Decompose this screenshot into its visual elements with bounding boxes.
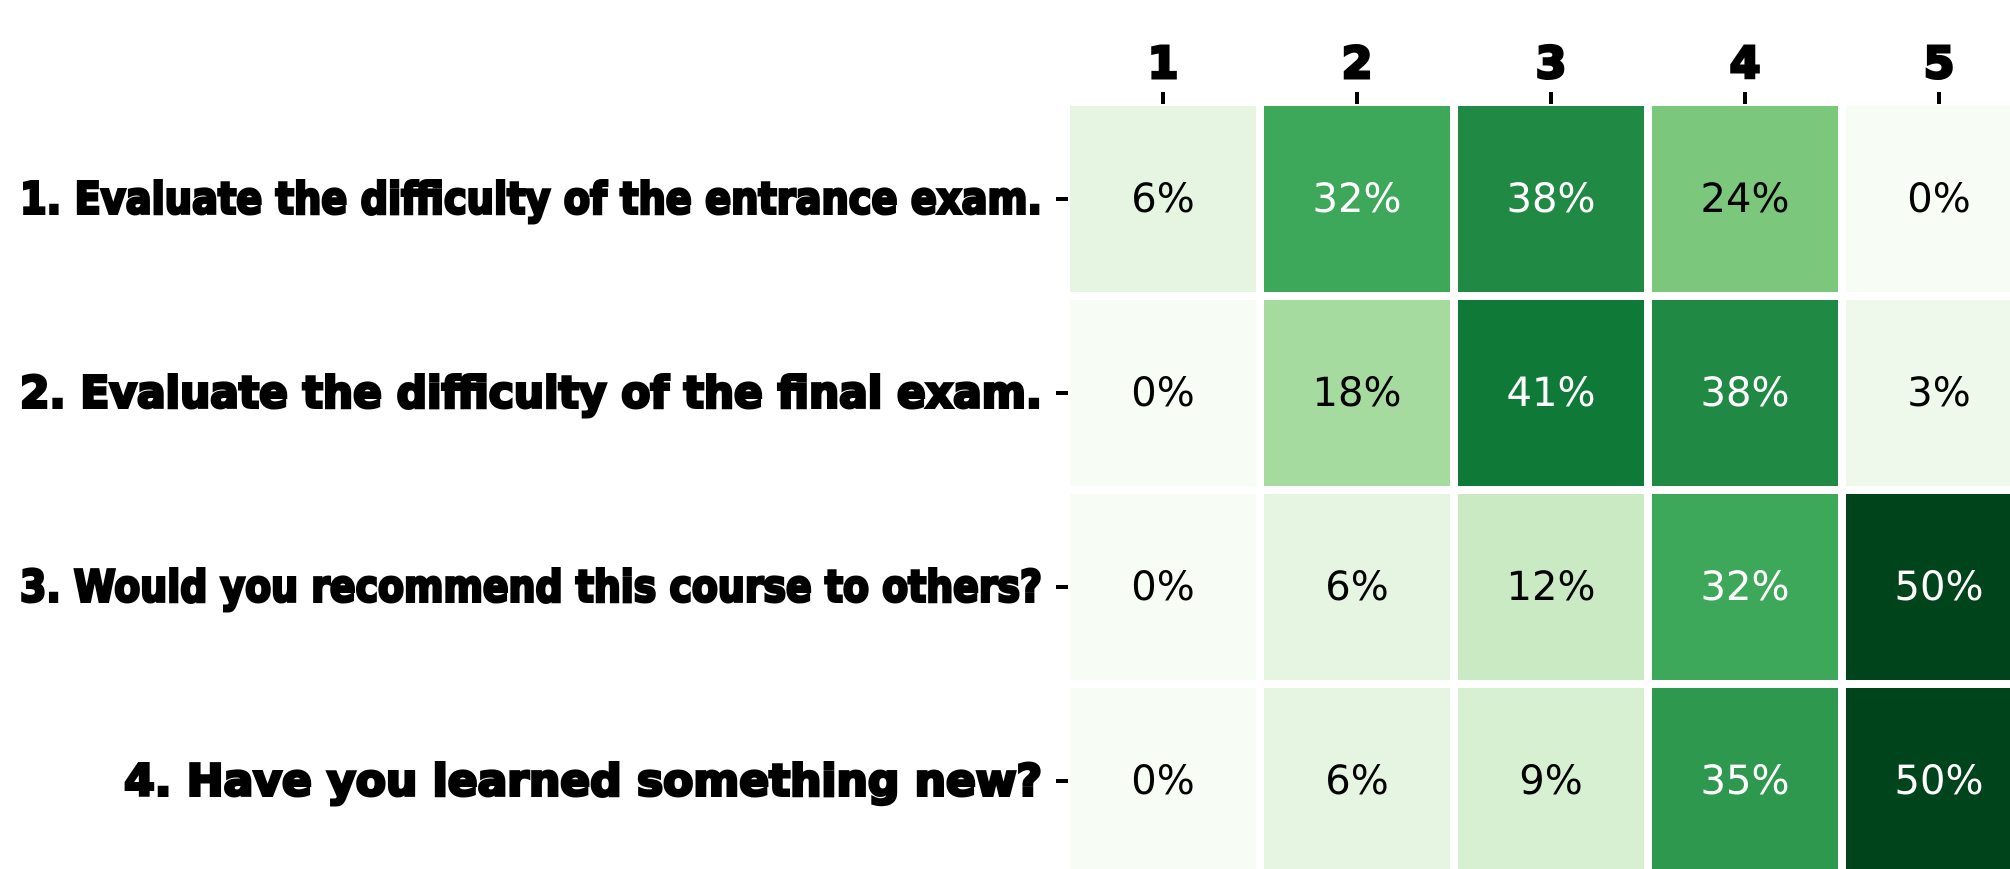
heatmap-cell — [1846, 300, 2010, 486]
cell-value-label: 50% — [1895, 758, 1984, 804]
heatmap-cell — [1846, 688, 2010, 869]
heatmap-cell — [1652, 494, 1838, 680]
row-tick-label: 3. Would you recommend this course to ot… — [20, 562, 1042, 613]
heatmap-cell — [1458, 300, 1644, 486]
heatmap-cell — [1458, 106, 1644, 292]
heatmap-cell — [1264, 300, 1450, 486]
row-tick-label: 4. Have you learned something new? — [124, 756, 1042, 807]
heatmap-cell — [1458, 688, 1644, 869]
heatmap-cell — [1070, 494, 1256, 680]
row-tick-label: 1. Evaluate the difficulty of the entran… — [20, 174, 1042, 225]
column-tick-label: 4 — [1730, 38, 1761, 89]
cell-value-label: 0% — [1907, 176, 1970, 222]
heatmap-cell — [1070, 688, 1256, 869]
column-tick-label: 2 — [1342, 38, 1373, 89]
cell-value-label: 12% — [1507, 564, 1596, 610]
column-tick-group: 1 2 3 4 5 — [1146, 37, 1956, 104]
cell-value-label: 18% — [1313, 370, 1402, 416]
cell-value-label: 38% — [1701, 370, 1790, 416]
heatmap-cell — [1264, 106, 1450, 292]
cell-value-label: 24% — [1701, 176, 1790, 222]
cell-value-label: 3% — [1907, 370, 1970, 416]
column-tick-label: 3 — [1536, 38, 1567, 89]
cell-value-label: 6% — [1325, 758, 1388, 804]
heatmap-cell — [1264, 688, 1450, 869]
heatmap-cell — [1846, 494, 2010, 680]
cell-value-label: 50% — [1895, 564, 1984, 610]
cell-value-label: 41% — [1507, 370, 1596, 416]
column-tick-label: 1 — [1148, 38, 1179, 89]
row-tick-label: 2. Evaluate the difficulty of the final … — [20, 368, 1042, 419]
cell-value-label: 6% — [1131, 176, 1194, 222]
cell-value-label: 9% — [1519, 758, 1582, 804]
cell-value-label: 38% — [1507, 176, 1596, 222]
heatmap-cells: 6% 32% 38% 24% 0% 0% 18% 41% 38% 3% 0% 6% 12% 32% 50% 0… — [1070, 106, 2010, 869]
heatmap-cell — [1070, 106, 1256, 292]
heatmap-cell — [1070, 300, 1256, 486]
cell-value-label: 32% — [1313, 176, 1402, 222]
column-tick-label: 5 — [1924, 38, 1955, 89]
row-tick-group: 1. Evaluate the difficulty of the entran… — [19, 172, 1068, 808]
heatmap-cell — [1652, 106, 1838, 292]
heatmap-cell — [1652, 688, 1838, 869]
cell-value-label: 6% — [1325, 564, 1388, 610]
cell-value-label: 0% — [1131, 758, 1194, 804]
heatmap-cell — [1652, 300, 1838, 486]
cell-value-label: 35% — [1701, 758, 1790, 804]
cell-value-label: 32% — [1701, 564, 1790, 610]
heatmap-cell — [1264, 494, 1450, 680]
heatmap-cell — [1846, 106, 2010, 292]
cell-value-label: 0% — [1131, 564, 1194, 610]
cell-value-label: 0% — [1131, 370, 1194, 416]
heatmap-cell — [1458, 494, 1644, 680]
